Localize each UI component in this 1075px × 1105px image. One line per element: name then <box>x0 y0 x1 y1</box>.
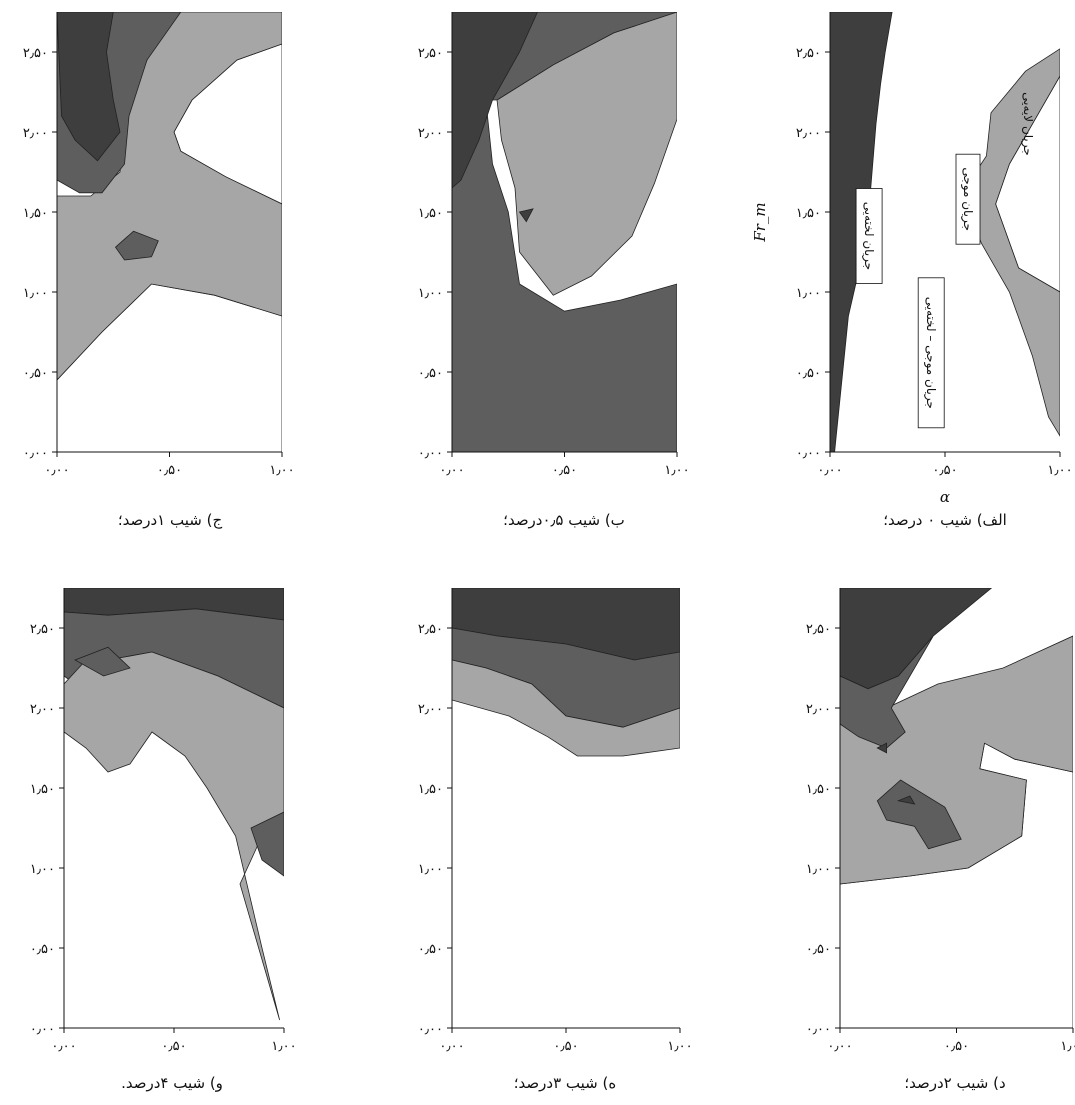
y-tick-label: ۲٫۰۰ <box>30 702 55 717</box>
label-frame <box>855 188 883 284</box>
panel-caption: د) شیب ۲درصد؛ <box>904 1074 1005 1092</box>
y-tick-label: ۲٫۵۰ <box>418 622 443 637</box>
regions <box>64 588 284 1021</box>
y-tick-label: ۱٫۵۰ <box>806 782 831 797</box>
x-tick-label: ۰٫۰۰ <box>51 1039 76 1054</box>
y-tick-label: ۲٫۰۰ <box>806 702 831 717</box>
y-tick-label: ۰٫۵۰ <box>23 366 48 381</box>
y-tick-label: ۱٫۰۰ <box>806 862 831 877</box>
region-mid <box>840 635 934 749</box>
x-tick-label: ۱٫۰۰ <box>664 463 689 478</box>
region-mid <box>876 779 962 850</box>
y-tick-label: ۲٫۰۰ <box>23 126 48 141</box>
y-tick-label: ۱٫۵۰ <box>30 782 55 797</box>
x-tick-label: ۰٫۵۰ <box>552 463 577 478</box>
region-light <box>967 48 1060 437</box>
x-tick-label: ۰٫۵۰ <box>944 1039 969 1054</box>
x-tick-label: ۰٫۵۰ <box>157 463 182 478</box>
x-tick-label: ۱٫۰۰ <box>1047 463 1072 478</box>
region-mid <box>452 12 677 452</box>
region-mid <box>74 646 131 677</box>
panel-caption: ب) شیب ۰٫۵درصد؛ <box>503 511 625 529</box>
panel-caption: ج) شیب ۱درصد؛ <box>118 511 223 530</box>
y-tick-label: ۲٫۵۰ <box>23 46 48 61</box>
y-tick-label: ۱٫۰۰ <box>418 862 443 877</box>
y-tick-label: ۰٫۵۰ <box>30 942 55 957</box>
y-tick-label: ۱٫۰۰ <box>796 286 821 301</box>
region-label-box: جریان لایه‌یی <box>1020 92 1035 156</box>
contour-panel-b: ۰٫۰۰ ۰٫۵۰ ۱٫۰۰ ۰٫۰۰ ۰٫۵۰ ۱٫۰۰ ۱٫۵۰ ۲٫۰۰ ۲٫۵۰ ب) ش… <box>418 12 690 529</box>
x-tick-label: ۱٫۰۰ <box>1060 1039 1075 1054</box>
y-tick-label: ۱٫۵۰ <box>796 206 821 221</box>
x-tick-label: ۱٫۰۰ <box>667 1039 692 1054</box>
y-tick-label: ۲٫۰۰ <box>418 702 443 717</box>
y-tick-label: ۲٫۵۰ <box>30 622 55 637</box>
x-tick-label: ۰٫۰۰ <box>817 463 842 478</box>
panel-caption: و) شیب ۴درصد. <box>121 1074 223 1092</box>
x-tick-label: ۱٫۰۰ <box>269 463 294 478</box>
y-tick-label: ۱٫۵۰ <box>418 206 443 221</box>
y-tick-label: ۰٫۵۰ <box>796 366 821 381</box>
region-dark <box>57 12 121 162</box>
y-tick-label: ۰٫۰۰ <box>806 1022 831 1037</box>
y-tick-label: ۱٫۰۰ <box>30 862 55 877</box>
region-label: جریان موجی – لخته‌یی <box>923 297 938 409</box>
y-tick-label: ۰٫۰۰ <box>796 446 821 461</box>
region-mid <box>114 230 159 261</box>
regions <box>452 588 680 757</box>
y-axis-title: Fr_m <box>751 202 769 242</box>
y-tick-label: ۲٫۰۰ <box>418 126 443 141</box>
panel-caption: الف) شیب ۰ درصد؛ <box>883 511 1007 529</box>
region-label-box: جریان موجی <box>955 153 981 245</box>
region-label: جریان موجی <box>960 167 975 231</box>
region-dark <box>518 208 534 223</box>
region-label-box: جریان موجی – لخته‌یی <box>917 277 945 429</box>
regions <box>840 588 1073 1028</box>
regions <box>57 12 282 452</box>
contour-panel-e: ۰٫۰۰ ۰٫۵۰ ۱٫۰۰ ۰٫۰۰ ۰٫۵۰ ۱٫۰۰ ۱٫۵۰ ۲٫۰۰ ۲٫۵۰ ه) ش… <box>418 588 693 1092</box>
label-frame <box>917 277 945 429</box>
region-dark <box>896 795 916 805</box>
y-tick-label: ۲٫۵۰ <box>796 46 821 61</box>
region-dark <box>452 12 538 189</box>
region-light <box>452 659 680 757</box>
label-frame <box>955 153 981 245</box>
y-tick-label: ۰٫۰۰ <box>30 1022 55 1037</box>
x-tick-label: ۱٫۰۰ <box>271 1039 296 1054</box>
contour-panel-f: ۰٫۰۰ ۰٫۵۰ ۱٫۰۰ ۰٫۰۰ ۰٫۵۰ ۱٫۰۰ ۱٫۵۰ ۲٫۰۰ ۲٫۵۰ و) ش… <box>30 588 297 1092</box>
region-label: جریان لخته‌یی <box>861 202 876 270</box>
x-tick-label: ۰٫۵۰ <box>161 1039 186 1054</box>
x-tick-label: ۰٫۵۰ <box>553 1039 578 1054</box>
region-mid <box>250 811 284 877</box>
x-tick-label: ۰٫۵۰ <box>932 463 957 478</box>
x-axis-title: α <box>940 488 950 506</box>
x-tick-label: ۰٫۰۰ <box>439 463 464 478</box>
y-tick-label: ۰٫۰۰ <box>23 446 48 461</box>
y-tick-label: ۰٫۵۰ <box>418 366 443 381</box>
y-tick-label: ۲٫۰۰ <box>796 126 821 141</box>
region-label: جریان لایه‌یی <box>1020 92 1035 156</box>
y-tick-label: ۱٫۰۰ <box>418 286 443 301</box>
y-tick-label: ۰٫۵۰ <box>806 942 831 957</box>
contour-panel-c: ۰٫۰۰ ۰٫۵۰ ۱٫۰۰ ۰٫۰۰ ۰٫۵۰ ۱٫۰۰ ۱٫۵۰ ۲٫۰۰ ۲٫۵۰ ج) ش… <box>23 12 295 530</box>
panel-caption: ه) شیب ۳درصد؛ <box>514 1074 616 1092</box>
y-tick-label: ۱٫۰۰ <box>23 286 48 301</box>
y-tick-label: ۱٫۵۰ <box>418 782 443 797</box>
contour-panel-d: ۰٫۰۰ ۰٫۵۰ ۱٫۰۰ ۰٫۰۰ ۰٫۵۰ ۱٫۰۰ ۱٫۵۰ ۲٫۰۰ ۲٫۵۰ د) ش… <box>806 588 1075 1092</box>
region-light <box>64 651 284 1021</box>
y-tick-label: ۰٫۵۰ <box>418 942 443 957</box>
x-tick-label: ۰٫۰۰ <box>827 1039 852 1054</box>
y-tick-label: ۰٫۰۰ <box>418 1022 443 1037</box>
y-tick-label: ۰٫۰۰ <box>418 446 443 461</box>
contour-panel-a: ۰٫۰۰ ۰٫۵۰ ۱٫۰۰ ۰٫۰۰ ۰٫۵۰ ۱٫۰۰ ۱٫۵۰ ۲٫۰۰ ۲٫۵۰ الف)… <box>751 12 1073 529</box>
region-dark <box>876 742 887 754</box>
x-tick-label: ۰٫۰۰ <box>44 463 69 478</box>
y-tick-label: ۲٫۵۰ <box>806 622 831 637</box>
regions <box>452 12 677 452</box>
region-label-box: جریان لخته‌یی <box>855 188 883 284</box>
y-tick-label: ۲٫۵۰ <box>418 46 443 61</box>
y-tick-label: ۱٫۵۰ <box>23 206 48 221</box>
x-tick-label: ۰٫۰۰ <box>439 1039 464 1054</box>
